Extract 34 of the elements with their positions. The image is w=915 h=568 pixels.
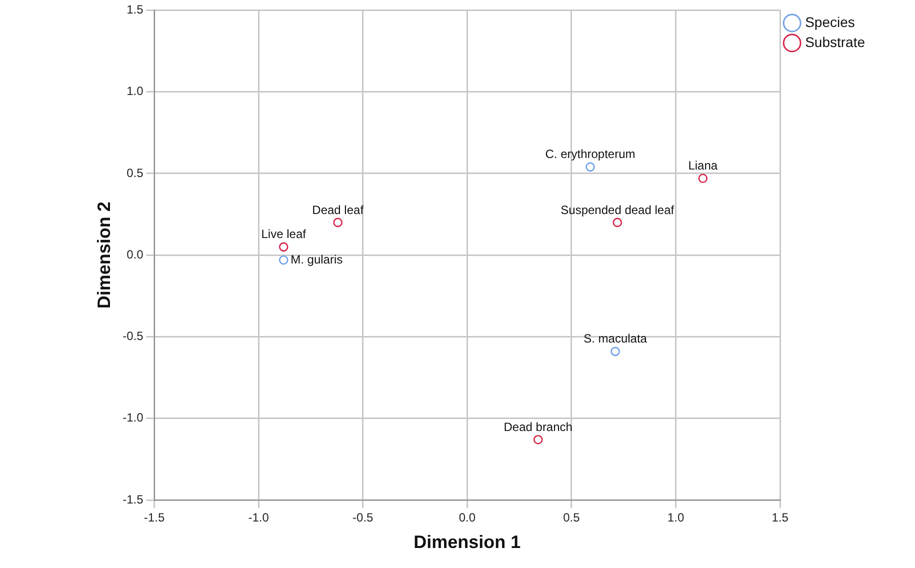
y-tick-label: 1.0	[126, 84, 144, 98]
annotation: Live leaf	[261, 227, 307, 242]
point	[698, 174, 708, 184]
y-tick-label: -0.5	[122, 329, 144, 344]
x-tick-label: 1.5	[772, 510, 789, 525]
y-axis-title: Dimension 2	[94, 202, 114, 309]
y-tick-label: -1.0	[122, 410, 144, 425]
x-tick-label: 0.5	[563, 510, 580, 525]
annotation: C. erythropterum	[545, 147, 636, 162]
y-tick-label: 1.5	[126, 2, 144, 17]
x-tick-label: -1.0	[248, 510, 270, 525]
x-tick-label: 1.0	[667, 510, 684, 525]
point	[610, 346, 620, 356]
y-tick-label: -1.5	[122, 492, 144, 506]
x-tick-label: -1.5	[144, 510, 165, 525]
annotation: Liana	[688, 158, 718, 173]
point	[586, 162, 595, 172]
x-tick-label: -0.5	[352, 510, 374, 525]
point	[333, 218, 342, 228]
x-tick-label: 0.0	[458, 510, 476, 525]
point	[612, 218, 622, 228]
legend-label: Species	[805, 14, 855, 30]
point	[278, 242, 288, 252]
annotation: S. maculata	[584, 332, 648, 346]
y-tick-label: 0.0	[126, 247, 144, 262]
legend-label: Substrate	[805, 34, 866, 50]
annotation: M. gularis	[290, 252, 343, 266]
x-axis-title: Dimension 1	[414, 532, 521, 552]
point	[533, 434, 543, 444]
y-tick-label: 0.5	[126, 166, 144, 180]
annotation: Dead leaf	[312, 202, 364, 217]
point	[278, 255, 288, 265]
annotation: Dead branch	[504, 420, 572, 434]
annotation: Suspended dead leaf	[560, 202, 675, 217]
